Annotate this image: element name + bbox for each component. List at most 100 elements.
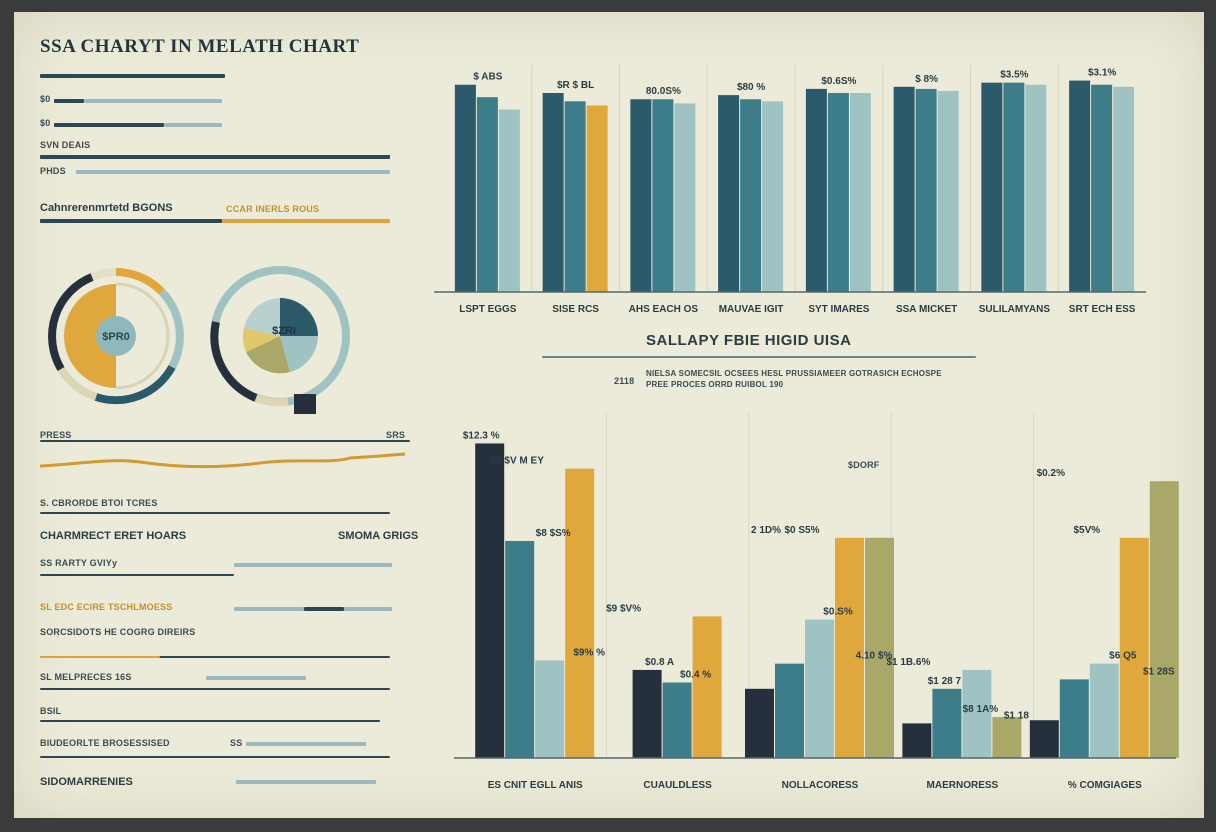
bar-4-3 — [1119, 537, 1149, 758]
x-tick-label: MAUVAE IGIT — [719, 304, 784, 315]
data-label: $0.8 A — [645, 657, 674, 668]
data-label: $8 1A% — [963, 704, 999, 715]
data-label: $0.4 % — [680, 670, 711, 681]
legend-bar-dark — [40, 219, 222, 223]
row-1-label: SS RARTY GVIYy — [40, 558, 118, 568]
bar-0-1 — [476, 97, 498, 292]
bar-6-2 — [1025, 84, 1047, 293]
row-3-line-accent — [40, 656, 160, 658]
row-4-line — [40, 688, 390, 690]
row-4-label: SL MELPRECES 16S — [40, 672, 132, 682]
bar-2-3 — [835, 537, 864, 758]
left-panel: SSA CHARYT IN MELATH CHART $0 $0 SVN DEA… — [14, 12, 434, 818]
subtitle-note: NIELSA SOMECSIL OCSEES HESL PRUSSIAMEER … — [646, 369, 942, 389]
x-tick-label: SRT ECH ESS — [1069, 304, 1136, 315]
data-label: $1 18 — [1004, 710, 1029, 721]
row-7-bar — [236, 780, 376, 784]
bottom-bar-chart: ES CNIT EGLL ANIS CUAULDLESS NOLLACORESS MA… — [454, 412, 1179, 791]
row-1-line — [40, 574, 234, 576]
bar-4-1 — [1059, 679, 1089, 758]
data-label: $9 $V% — [606, 603, 641, 614]
bar-4-2 — [849, 93, 871, 292]
donut-2-arc-navy — [210, 321, 258, 402]
bar-1-1 — [564, 101, 586, 293]
legend-left: Cahnrerenmrtetd BGONS — [40, 202, 173, 214]
bar-6-0 — [981, 82, 1003, 292]
data-label: $R $ BL — [557, 80, 594, 91]
data-label: $1 28 7 — [928, 676, 962, 687]
mini-bar-1b — [84, 99, 222, 103]
trend-line — [40, 452, 406, 469]
data-label: $0 S5% — [784, 525, 819, 536]
x-tick-label: CUAULDLESS — [643, 780, 712, 791]
row-bar-2 — [76, 170, 390, 174]
line-label-right: SRS — [386, 430, 406, 440]
bar-5-0 — [893, 86, 915, 292]
mini-bar-2b — [164, 123, 222, 127]
row-7-label: SIDOMARRENIES — [40, 776, 133, 788]
bar-4-1 — [827, 93, 849, 292]
row-3-label: SORCSIDOTS HE COGRG DIREIRS — [40, 627, 196, 637]
bar-1-3 — [586, 105, 608, 292]
bar-2-0 — [630, 99, 652, 292]
row-2-bar-c — [344, 607, 392, 611]
x-tick-label: SSA MICKET — [896, 304, 957, 315]
bar-4-0 — [1029, 720, 1059, 758]
data-label: $12.3 % — [463, 430, 500, 441]
data-label: $ 8% — [915, 74, 938, 85]
bar-1-0 — [542, 93, 564, 292]
bar-7-2 — [1113, 86, 1135, 292]
row-5-label: BSIL — [40, 706, 62, 716]
donut-1-gold-half — [64, 284, 116, 388]
bar-4-4 — [1149, 481, 1179, 758]
row-6-label: BIUDEORLTE BROSESSISED — [40, 738, 170, 748]
x-tick-label: SULILAMYANS — [979, 304, 1051, 315]
poster: SSA CHARYT IN MELATH CHART $0 $0 SVN DEA… — [14, 12, 1204, 818]
bar-2-2 — [674, 103, 696, 292]
bar-1-3 — [692, 616, 722, 758]
row-1-bar — [234, 563, 392, 567]
x-tick-label: NOLLACORESS — [782, 780, 859, 791]
x-tick-label: ES CNIT EGLL ANIS — [488, 780, 583, 791]
donut-1-center — [96, 316, 136, 356]
data-label: $3.5% — [1000, 70, 1028, 81]
data-label: $1 28S — [1143, 666, 1175, 677]
donut-2-slice-gold — [242, 328, 280, 352]
data-label: $5V% — [1073, 525, 1100, 536]
bar-3-2 — [962, 669, 992, 758]
bar-2-1 — [775, 663, 804, 758]
bar-3-0 — [718, 95, 740, 292]
section-label: CHARMRECT ERET HOARS — [40, 530, 187, 542]
bar-2-1 — [652, 99, 674, 292]
row-6-value: SS — [230, 738, 243, 748]
bar-3-4 — [992, 717, 1022, 758]
donut-2-slice-pale — [244, 298, 280, 336]
bar-5-1 — [915, 88, 937, 292]
bar-6-1 — [1003, 82, 1025, 292]
bar-3-0 — [902, 723, 932, 758]
data-label: 80.0S% — [646, 86, 681, 97]
data-label: $3.1% — [1088, 68, 1116, 79]
data-label: 2 1D% — [751, 525, 781, 536]
donut-2-slice-light — [280, 336, 318, 372]
top-bar-chart: LSPT EGGS SISE RCS AHS EACH OS MAUVAE IGIT S… — [434, 64, 1146, 315]
bar-2-4 — [865, 537, 894, 758]
donut-2: $ZRI — [210, 266, 350, 414]
row-6-bar — [246, 742, 366, 746]
donut-2-arc-cream — [254, 394, 289, 407]
bar-7-0 — [1069, 80, 1091, 292]
bar-2-2 — [805, 619, 834, 758]
data-label: $1 1B.6% — [886, 657, 930, 668]
bar-4-2 — [1089, 663, 1119, 758]
bar-0-0 — [454, 84, 476, 293]
bar-0-2 — [498, 109, 520, 292]
bar-1-1 — [662, 682, 692, 758]
row-3-line — [40, 656, 390, 658]
row-2-label: SL EDC ECIRE TSCHLMOESS — [40, 602, 173, 612]
x-tick-label: SYT IMARES — [808, 304, 869, 315]
bar-0-1 — [505, 540, 535, 758]
row-6-line — [40, 756, 390, 758]
data-label: $9% % — [573, 647, 605, 658]
mini-label-2: $0 — [40, 118, 51, 128]
donut-2-slice-teal — [280, 298, 318, 336]
